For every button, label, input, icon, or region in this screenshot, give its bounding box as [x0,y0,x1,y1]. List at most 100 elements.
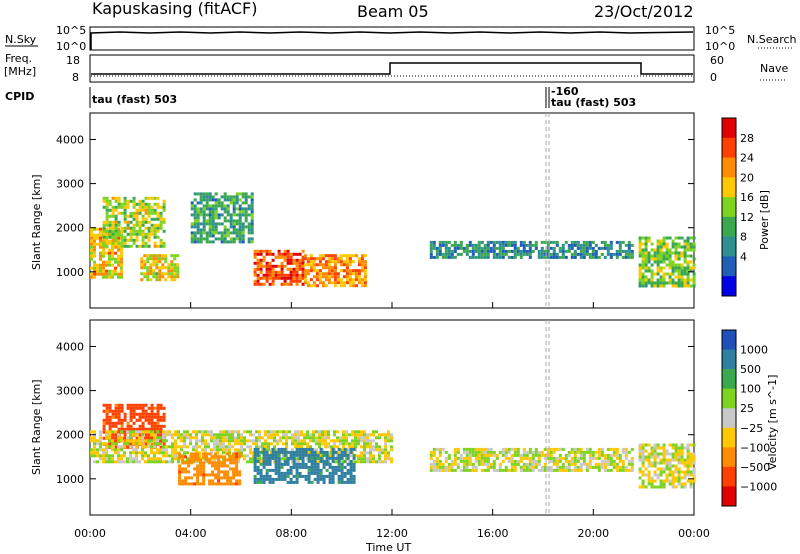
power-echo-region [253,249,305,286]
colorbar-tick-label: 16 [740,191,754,204]
colorbar-tick-label: −500 [740,461,770,474]
colorbar-tick-label: −25 [740,422,763,435]
colorbar-tick-label: 24 [740,152,754,165]
colorbar-swatch [722,408,736,429]
noise-panel: N.Sky 10^5 10^0 10^5 10^0 N.Search [5,24,797,53]
freq-label: Freq. [5,52,32,65]
power-colorbar-label: Power [dB] [758,190,771,250]
cpid-label: CPID [5,90,34,103]
noise-axis-top-left: 10^5 [56,24,86,37]
colorbar-tick-label: 12 [740,211,754,224]
colorbar-swatch [722,216,736,238]
colorbar-tick-label: 20 [740,171,754,184]
colorbar-swatch [722,349,736,370]
y-tick-label: 3000 [56,178,84,191]
cpid-second-label: tau (fast) 503 [551,96,636,109]
colorbar-swatch [722,276,736,297]
freq-series-line [91,62,693,75]
colorbar-swatch [722,256,736,277]
colorbar-tick-label: 28 [740,132,754,145]
colorbar-tick-label: 4 [740,250,747,263]
colorbar-swatch [722,486,736,507]
velocity-ylabel: Slant Range [km] [30,379,43,475]
power-echoes [90,192,696,288]
date-title: 23/Oct/2012 [594,2,694,21]
colorbar-swatch [722,118,736,139]
noise-axis-bottom-right: 10^0 [705,40,735,53]
freq-axis-top-right: 60 [710,54,724,67]
y-tick-label: 4000 [56,133,84,146]
cpid-second-code: -160 [551,85,579,98]
velocity-echo-region [429,447,634,472]
power-echo-region [140,254,180,282]
colorbar-swatch [722,369,736,390]
colorbar-swatch [722,137,736,159]
nsky-label: N.Sky [5,33,37,46]
colorbar-swatch [722,466,736,487]
velocity-colorbar: 1000 500 100 25 −25 −100 −500 −1000 Velocity [m… [721,329,779,507]
colorbar-swatch [722,388,736,409]
power-panel: 1000 2000 3000 4000 Slant Range [km] [30,112,696,309]
colorbar-tick-label: −100 [740,441,770,454]
noise-series-line [90,31,694,50]
x-tick-label: 08:00 [275,527,307,540]
x-tick-label: 16:00 [477,527,509,540]
colorbar-tick-label: 100 [740,383,761,396]
power-echo-region [102,196,166,248]
x-tick-label: 00:00 [678,527,710,540]
colorbar-swatch [722,330,736,351]
freq-unit-label: [MHz] [4,65,36,78]
colorbar-tick-label: 8 [740,231,747,244]
nave-label: Nave [760,62,788,75]
x-axis-label: Time UT [365,541,411,554]
y-tick-label: 2000 [56,429,84,442]
y-tick-label: 4000 [56,340,84,353]
velocity-echoes [90,403,696,489]
velocity-y-ticks: 1000 2000 3000 4000 [56,340,694,486]
y-tick-label: 2000 [56,222,84,235]
velocity-colorbar-label: Velocity [m s^-1] [766,375,779,470]
y-tick-label: 1000 [56,473,84,486]
y-tick-label: 1000 [56,266,84,279]
colorbar-tick-label: 25 [740,402,754,415]
power-echo-region [303,254,367,288]
velocity-echo-region [90,430,393,464]
velocity-echo-region [638,443,696,489]
colorbar-tick-label: 500 [740,363,761,376]
colorbar-swatch [722,236,736,257]
velocity-echo-region [178,452,242,486]
colorbar-swatch [722,177,736,198]
cpid-panel: CPID tau (fast) 503 -160 tau (fast) 503 [5,85,636,109]
x-tick-label: 00:00 [74,527,106,540]
x-tick-label: 04:00 [175,527,207,540]
power-ylabel: Slant Range [km] [30,174,43,270]
noise-axis-top-right: 10^5 [705,24,735,37]
colorbar-tick-label: −1000 [740,480,777,493]
power-echo-region [190,192,254,244]
colorbar-swatch [722,157,736,178]
colorbar-tick-label: 1000 [740,344,768,357]
power-echo-region [638,236,696,288]
colorbar-swatch [722,197,736,218]
colorbar-swatch [722,427,736,448]
freq-axis-bottom-right: 0 [710,71,717,84]
freq-axis-top-left: 18 [66,54,80,67]
velocity-echo-region [253,447,356,484]
colorbar-swatch [722,447,736,468]
freq-panel: Freq. [MHz] 18 8 60 0 Nave [4,52,788,84]
noise-axis-bottom-left: 10^0 [56,40,86,53]
nsearch-label: N.Search [747,33,797,46]
x-tick-label: 12:00 [376,527,408,540]
time-x-ticks: 00:00 04:00 08:00 12:00 16:00 20:00 00:00 [74,302,710,540]
freq-axis-bottom-left: 8 [72,71,79,84]
x-tick-label: 20:00 [577,527,609,540]
power-echo-region [429,240,634,259]
cpid-first-label: tau (fast) 503 [92,93,177,106]
y-tick-label: 3000 [56,385,84,398]
velocity-panel: 1000 2000 3000 4000 Slant Range [km] [30,319,696,516]
power-y-ticks: 1000 2000 3000 4000 [56,133,694,279]
power-colorbar: 28 24 20 16 12 8 4 Power [dB] [721,117,771,297]
beam-title: Beam 05 [357,2,429,21]
station-title: Kapuskasing (fitACF) [92,0,257,18]
